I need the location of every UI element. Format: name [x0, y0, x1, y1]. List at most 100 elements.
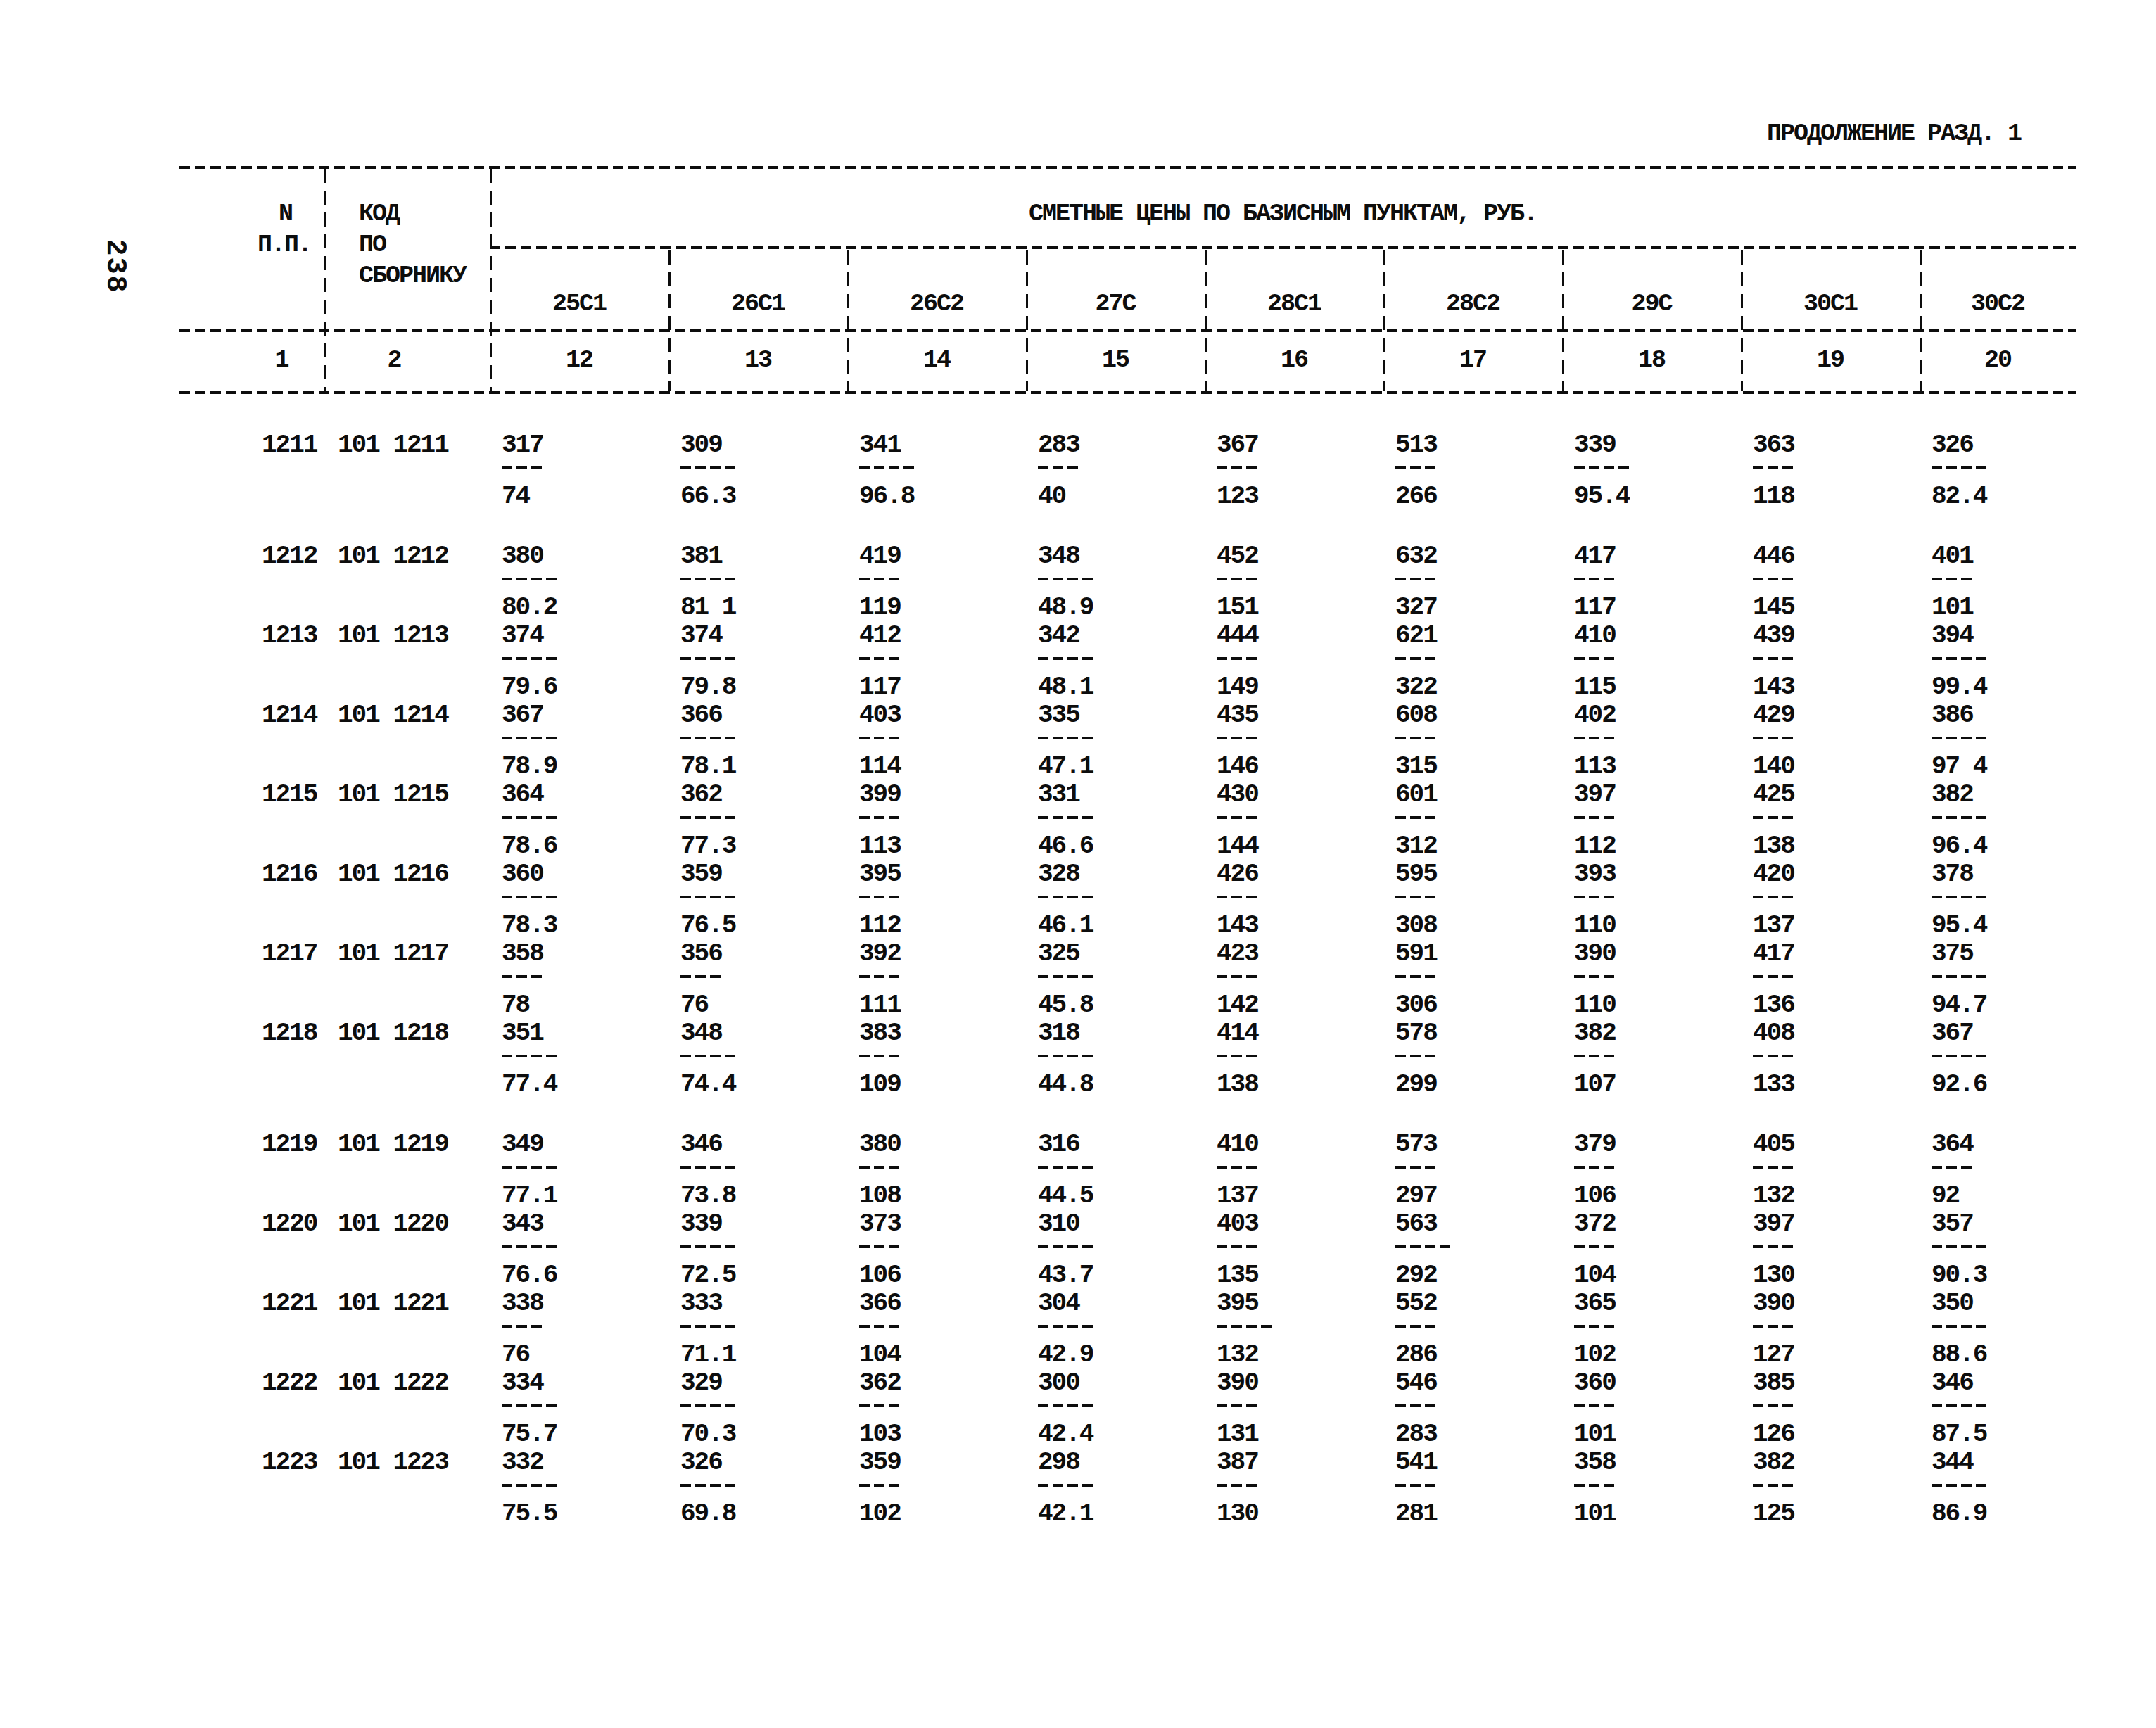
cell-bottom-value: 327: [1395, 595, 1437, 621]
cell-top-value: 405: [1753, 1131, 1794, 1157]
row-code: 101 1222: [338, 1370, 448, 1396]
cell-fraction-dash: [1038, 1325, 1093, 1328]
cell-bottom-value: 130: [1753, 1262, 1794, 1288]
cell-bottom-value: 143: [1753, 674, 1794, 700]
cell-fraction-dash: [1574, 657, 1614, 660]
cell-top-value: 541: [1395, 1449, 1437, 1475]
cell-bottom-value: 104: [1574, 1262, 1616, 1288]
cell-top-value: 403: [859, 702, 901, 728]
cell-top-value: 395: [1217, 1290, 1258, 1316]
cell-bottom-value: 78.6: [502, 833, 557, 859]
row-code: 101 1213: [338, 623, 448, 649]
row-npp: 1213: [262, 623, 317, 649]
cell-bottom-value: 123: [1217, 483, 1258, 509]
cell-top-value: 343: [502, 1211, 543, 1237]
header-separator-col2: [490, 169, 492, 391]
cell-bottom-value: 137: [1217, 1183, 1258, 1209]
cell-bottom-value: 112: [859, 913, 901, 939]
cell-top-value: 365: [1574, 1290, 1616, 1316]
cell-fraction-dash: [1217, 466, 1257, 469]
cell-fraction-dash: [1038, 737, 1093, 739]
cell-fraction-dash: [1395, 1404, 1435, 1407]
cell-fraction-dash: [680, 1245, 735, 1248]
cell-fraction-dash: [502, 896, 557, 898]
cell-top-value: 374: [680, 623, 722, 649]
cell-top-value: 401: [1932, 543, 1973, 569]
column-label: 25С1: [552, 291, 606, 317]
cell-bottom-value: 95.4: [1574, 483, 1629, 509]
cell-top-value: 339: [1574, 432, 1616, 458]
cell-top-value: 446: [1753, 543, 1794, 569]
cell-bottom-value: 146: [1217, 754, 1258, 780]
cell-bottom-value: 133: [1753, 1072, 1794, 1098]
cell-top-value: 360: [1574, 1370, 1616, 1396]
cell-top-value: 309: [680, 432, 722, 458]
cell-top-value: 366: [680, 702, 722, 728]
cell-fraction-dash: [1574, 816, 1614, 819]
cell-bottom-value: 44.5: [1038, 1183, 1093, 1209]
cell-top-value: 386: [1932, 702, 1973, 728]
cell-bottom-value: 117: [859, 674, 901, 700]
cell-fraction-dash: [1217, 1404, 1257, 1407]
cell-fraction-dash: [1574, 737, 1614, 739]
cell-fraction-dash: [1753, 896, 1793, 898]
header-code-line3: СБОРНИКУ: [359, 263, 466, 289]
cell-bottom-value: 142: [1217, 992, 1258, 1018]
column-number: 12: [566, 348, 592, 374]
cell-top-value: 563: [1395, 1211, 1437, 1237]
cell-bottom-value: 132: [1217, 1342, 1258, 1368]
cell-bottom-value: 112: [1574, 833, 1616, 859]
cell-top-value: 392: [859, 941, 901, 967]
cell-top-value: 430: [1217, 782, 1258, 808]
cell-fraction-dash: [1038, 1166, 1093, 1169]
cell-bottom-value: 78.9: [502, 754, 557, 780]
cell-bottom-value: 77.4: [502, 1072, 557, 1098]
cell-top-value: 326: [1932, 432, 1973, 458]
cell-top-value: 380: [859, 1131, 901, 1157]
cell-top-value: 283: [1038, 432, 1079, 458]
header-separator: [1562, 250, 1564, 391]
cell-bottom-value: 113: [859, 833, 901, 859]
cell-fraction-dash: [1217, 1055, 1257, 1057]
cell-bottom-value: 108: [859, 1183, 901, 1209]
cell-bottom-value: 132: [1753, 1183, 1794, 1209]
cell-fraction-dash: [859, 1245, 899, 1248]
cell-fraction-dash: [1753, 657, 1793, 660]
column-label: 28С2: [1446, 291, 1499, 317]
cell-top-value: 394: [1932, 623, 1973, 649]
cell-fraction-dash: [1753, 1404, 1793, 1407]
cell-top-value: 318: [1038, 1020, 1079, 1046]
column-number: 20: [1984, 348, 2011, 374]
column-label: 26С1: [731, 291, 785, 317]
column-number: 15: [1102, 348, 1129, 374]
cell-bottom-value: 135: [1217, 1262, 1258, 1288]
cell-top-value: 375: [1932, 941, 1973, 967]
cell-fraction-dash: [1932, 816, 1986, 819]
cell-top-value: 601: [1395, 782, 1437, 808]
cell-top-value: 348: [680, 1020, 722, 1046]
cell-bottom-value: 106: [1574, 1183, 1616, 1209]
cell-bottom-value: 114: [859, 754, 901, 780]
cell-top-value: 362: [680, 782, 722, 808]
cell-top-value: 382: [1932, 782, 1973, 808]
cell-top-value: 358: [1574, 1449, 1616, 1475]
cell-top-value: 379: [1574, 1131, 1616, 1157]
cell-fraction-dash: [859, 1055, 899, 1057]
header-npp-line1: N: [279, 201, 292, 227]
cell-fraction-dash: [1038, 1245, 1093, 1248]
row-code: 101 1214: [338, 702, 448, 728]
cell-fraction-dash: [1574, 975, 1614, 978]
cell-bottom-value: 97 4: [1932, 754, 1986, 780]
cell-bottom-value: 48.9: [1038, 595, 1093, 621]
cell-bottom-value: 96.4: [1932, 833, 1986, 859]
cell-top-value: 380: [502, 543, 543, 569]
cell-fraction-dash: [1932, 975, 1986, 978]
cell-fraction-dash: [1395, 1245, 1450, 1248]
cell-fraction-dash: [680, 1404, 735, 1407]
cell-top-value: 317: [502, 432, 543, 458]
cell-top-value: 350: [1932, 1290, 1973, 1316]
cell-fraction-dash: [1038, 578, 1093, 580]
cell-top-value: 425: [1753, 782, 1794, 808]
cell-bottom-value: 110: [1574, 913, 1616, 939]
cell-bottom-value: 130: [1217, 1501, 1258, 1527]
